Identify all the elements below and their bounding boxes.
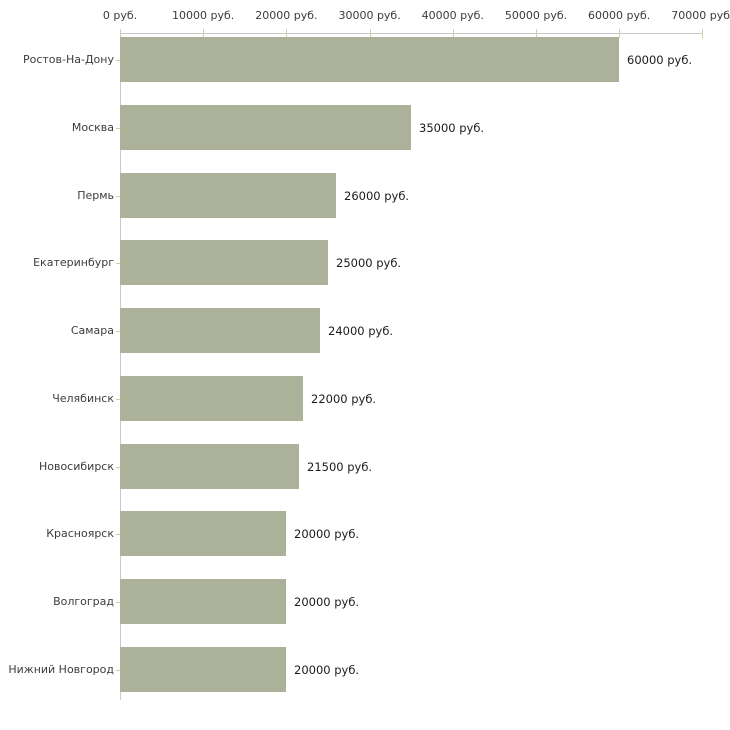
value-label: 20000 руб.: [294, 595, 360, 609]
x-axis-tick-mark: [702, 29, 704, 38]
value-label: 24000 руб.: [328, 324, 394, 338]
bar: [120, 37, 619, 82]
x-axis-tick-label: 60000 руб.: [588, 9, 651, 22]
y-axis-tick-mark: [116, 467, 121, 468]
x-axis-tick-label: 50000 руб.: [504, 9, 568, 22]
y-axis-line: [120, 33, 121, 700]
value-label: 22000 руб.: [311, 392, 377, 406]
category-label: Красноярск: [46, 527, 114, 540]
x-axis-tick-mark: [369, 29, 371, 38]
x-axis-line: [120, 33, 703, 34]
category-label: Екатеринбург: [33, 256, 114, 269]
x-axis-tick-mark: [286, 29, 288, 38]
y-axis-tick-mark: [116, 399, 121, 400]
value-label: 60000 руб.: [627, 53, 693, 67]
y-axis-tick-mark: [116, 196, 121, 197]
category-label: Москва: [71, 121, 114, 134]
y-axis-tick-mark: [116, 331, 121, 332]
bar: [120, 173, 336, 218]
value-label: 20000 руб.: [294, 663, 360, 677]
x-axis-tick-mark: [536, 29, 537, 38]
y-axis-tick-mark: [116, 670, 121, 671]
value-label: 21500 руб.: [307, 460, 373, 474]
y-axis-tick-mark: [116, 602, 121, 603]
bar: [120, 376, 303, 421]
value-label: 20000 руб.: [294, 527, 360, 541]
x-axis-tick-mark: [203, 29, 205, 38]
value-label: 25000 руб.: [336, 256, 402, 270]
bar: [120, 511, 286, 556]
bar: [120, 240, 328, 285]
y-axis-tick-mark: [116, 263, 121, 264]
value-label: 26000 руб.: [344, 189, 410, 203]
y-axis-tick-mark: [116, 60, 121, 61]
x-axis-tick-label: 70000 руб.: [671, 9, 730, 22]
x-axis-tick-mark: [120, 29, 121, 38]
category-label: Челябинск: [52, 392, 114, 405]
category-label: Нижний Новгород: [8, 663, 114, 676]
x-axis-tick-label: 10000 руб.: [172, 9, 235, 22]
x-axis-tick-label: 0 руб.: [102, 9, 138, 22]
category-label: Самара: [70, 324, 114, 337]
bar: [120, 105, 411, 150]
x-axis-tick-mark: [619, 29, 621, 38]
bar: [120, 647, 286, 692]
value-label: 35000 руб.: [419, 121, 485, 135]
category-label: Пермь: [77, 189, 114, 202]
bar: [120, 444, 299, 489]
bar: [120, 308, 320, 353]
y-axis-tick-mark: [116, 534, 121, 535]
category-label: Ростов-На-Дону: [22, 53, 114, 66]
category-label: Новосибирск: [38, 460, 114, 473]
category-label: Волгоград: [53, 595, 114, 608]
x-axis-tick-label: 40000 руб.: [421, 9, 484, 22]
x-axis-tick-label: 20000 руб.: [255, 9, 318, 22]
y-axis-tick-mark: [116, 128, 121, 129]
x-axis-tick-mark: [452, 29, 454, 38]
bar: [120, 579, 286, 624]
x-axis-tick-label: 30000 руб.: [338, 9, 401, 22]
